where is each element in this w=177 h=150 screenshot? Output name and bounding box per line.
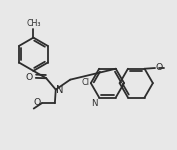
Text: N: N bbox=[56, 85, 64, 95]
Text: O: O bbox=[156, 63, 163, 72]
Text: Cl: Cl bbox=[81, 78, 89, 87]
Text: O: O bbox=[34, 98, 41, 107]
Text: CH₃: CH₃ bbox=[26, 19, 41, 28]
Text: N: N bbox=[92, 99, 98, 108]
Text: O: O bbox=[26, 73, 33, 82]
